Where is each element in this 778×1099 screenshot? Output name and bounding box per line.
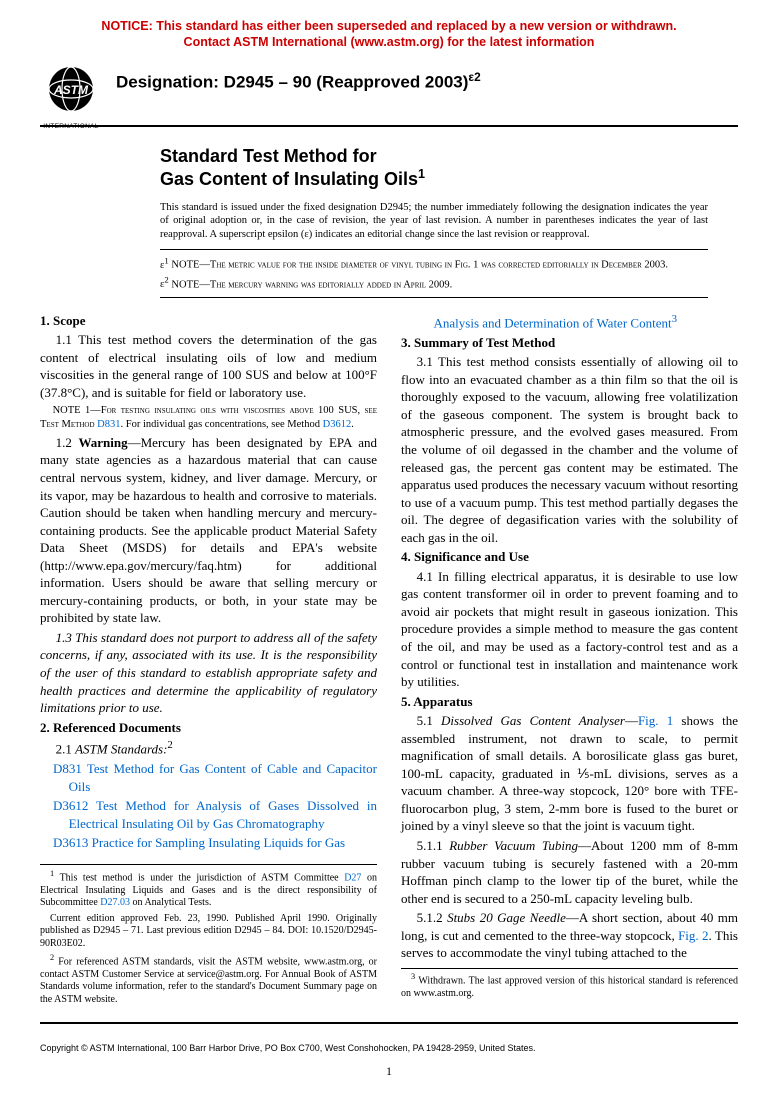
svg-text:ASTM: ASTM [53,83,89,97]
s3-head: 3. Summary of Test Method [401,334,738,352]
astm-logo: ASTM INTERNATIONAL [40,61,102,119]
fn3: 3 Withdrawn. The last approved version o… [401,972,738,1000]
fn1b: Current edition approved Feb. 23, 1990. … [40,913,377,951]
notice-line1: NOTICE: This standard has either been su… [101,19,676,33]
s2-head: 2. Referenced Documents [40,719,377,737]
s5-p1: 5.1 Dissolved Gas Content Analyser—Fig. … [401,712,738,835]
title-line2: Gas Content of Insulating Oils1 [160,167,738,191]
designation-sup: ε2 [468,70,480,84]
notice-banner: NOTICE: This standard has either been su… [40,18,738,51]
s1-p2: 1.2 Warning—Mercury has been designated … [40,434,377,627]
footnotes-right: 3 Withdrawn. The last approved version o… [401,968,738,1000]
link-fig1[interactable]: Fig. 1 [638,713,673,728]
ref-d3612[interactable]: D3612 Test Method for Analysis of Gases … [40,797,377,832]
s5-p3: 5.1.2 Stubs 20 Gage Needle—A short secti… [401,909,738,962]
divider-bottom [40,1022,738,1024]
s1-note1: NOTE 1—For testing insulating oils with … [40,404,377,432]
ref-d3613-cont[interactable]: Analysis and Determination of Water Cont… [401,312,738,332]
footnotes-left: 1 This test method is under the jurisdic… [40,864,377,1007]
divider-top [40,125,738,127]
s3-p1: 3.1 This test method consists essentiall… [401,353,738,546]
s4-p1: 4.1 In filling electrical apparatus, it … [401,568,738,691]
header: ASTM INTERNATIONAL Designation: D2945 – … [40,61,738,119]
logo-caption: INTERNATIONAL [40,123,102,132]
link-d3612[interactable]: D3612 [323,419,352,430]
s1-p3: 1.3 This standard does not purport to ad… [40,629,377,717]
ref-d3613[interactable]: D3613 Practice for Sampling Insulating L… [40,834,377,852]
eps1: NOTE—The metric value for the inside dia… [171,260,668,271]
fn1: 1 This test method is under the jurisdic… [40,869,377,910]
issuance-note: This standard is issued under the fixed … [160,201,708,242]
s4-head: 4. Significance and Use [401,548,738,566]
link-d2703[interactable]: D27.03 [100,897,130,908]
designation: Designation: D2945 – 90 (Reapproved 2003… [116,69,738,95]
notice-line2: Contact ASTM International (www.astm.org… [184,35,595,49]
copyright: Copyright © ASTM International, 100 Barr… [40,1042,738,1054]
s1-p1: 1.1 This test method covers the determin… [40,331,377,401]
fn2: 2 For referenced ASTM standards, visit t… [40,953,377,1006]
title-line1: Standard Test Method for [160,145,738,168]
designation-text: Designation: D2945 – 90 (Reapproved 2003… [116,72,468,91]
ref-d831[interactable]: D831 Test Method for Gas Content of Cabl… [40,760,377,795]
s5-p2: 5.1.1 Rubber Vacuum Tubing—About 1200 mm… [401,837,738,907]
s5-head: 5. Apparatus [401,693,738,711]
s2-sub: 2.1 ASTM Standards:2 [40,738,377,758]
eps2: NOTE—The mercury warning was editorially… [171,279,452,290]
title-block: Standard Test Method for Gas Content of … [160,145,738,191]
link-fig2[interactable]: Fig. 2 [678,928,708,943]
s1-head: 1. Scope [40,312,377,330]
epsilon-notes: ε1 NOTE—The metric value for the inside … [160,249,708,297]
link-d27[interactable]: D27 [344,872,361,883]
link-d831[interactable]: D831 [97,419,120,430]
page-number: 1 [40,1063,738,1079]
body-columns: 1. Scope 1.1 This test method covers the… [40,312,738,1007]
